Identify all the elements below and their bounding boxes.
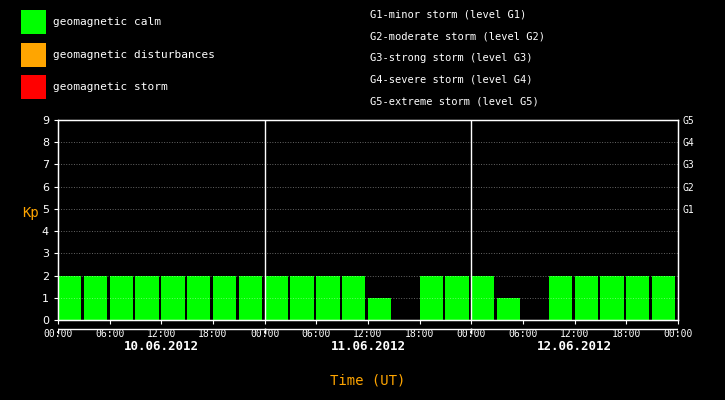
Bar — [136, 276, 159, 320]
Bar — [652, 276, 675, 320]
Y-axis label: Kp: Kp — [22, 206, 39, 220]
Bar — [471, 276, 494, 320]
Bar — [187, 276, 210, 320]
Bar — [22, 10, 46, 34]
Bar — [600, 276, 624, 320]
Text: 11.06.2012: 11.06.2012 — [331, 340, 405, 353]
Text: G2-moderate storm (level G2): G2-moderate storm (level G2) — [370, 31, 544, 41]
Bar — [161, 276, 185, 320]
Bar — [109, 276, 133, 320]
Bar — [58, 276, 81, 320]
Bar — [265, 276, 288, 320]
Text: Time (UT): Time (UT) — [331, 373, 405, 387]
Text: G1-minor storm (level G1): G1-minor storm (level G1) — [370, 10, 526, 20]
Bar — [445, 276, 468, 320]
Text: geomagnetic calm: geomagnetic calm — [54, 17, 162, 27]
Bar — [22, 43, 46, 67]
Text: 12.06.2012: 12.06.2012 — [537, 340, 612, 353]
Bar — [497, 298, 521, 320]
Text: G3-strong storm (level G3): G3-strong storm (level G3) — [370, 53, 532, 63]
Bar — [84, 276, 107, 320]
Text: geomagnetic disturbances: geomagnetic disturbances — [54, 50, 215, 60]
Bar — [291, 276, 314, 320]
Bar — [213, 276, 236, 320]
Bar — [239, 276, 262, 320]
Bar — [420, 276, 443, 320]
Bar — [549, 276, 572, 320]
Bar — [626, 276, 650, 320]
Text: 10.06.2012: 10.06.2012 — [124, 340, 199, 353]
Text: G4-severe storm (level G4): G4-severe storm (level G4) — [370, 74, 532, 85]
Text: G5-extreme storm (level G5): G5-extreme storm (level G5) — [370, 96, 539, 106]
Bar — [316, 276, 339, 320]
Bar — [342, 276, 365, 320]
Bar — [574, 276, 598, 320]
Text: geomagnetic storm: geomagnetic storm — [54, 82, 168, 92]
Bar — [22, 75, 46, 99]
Bar — [368, 298, 392, 320]
